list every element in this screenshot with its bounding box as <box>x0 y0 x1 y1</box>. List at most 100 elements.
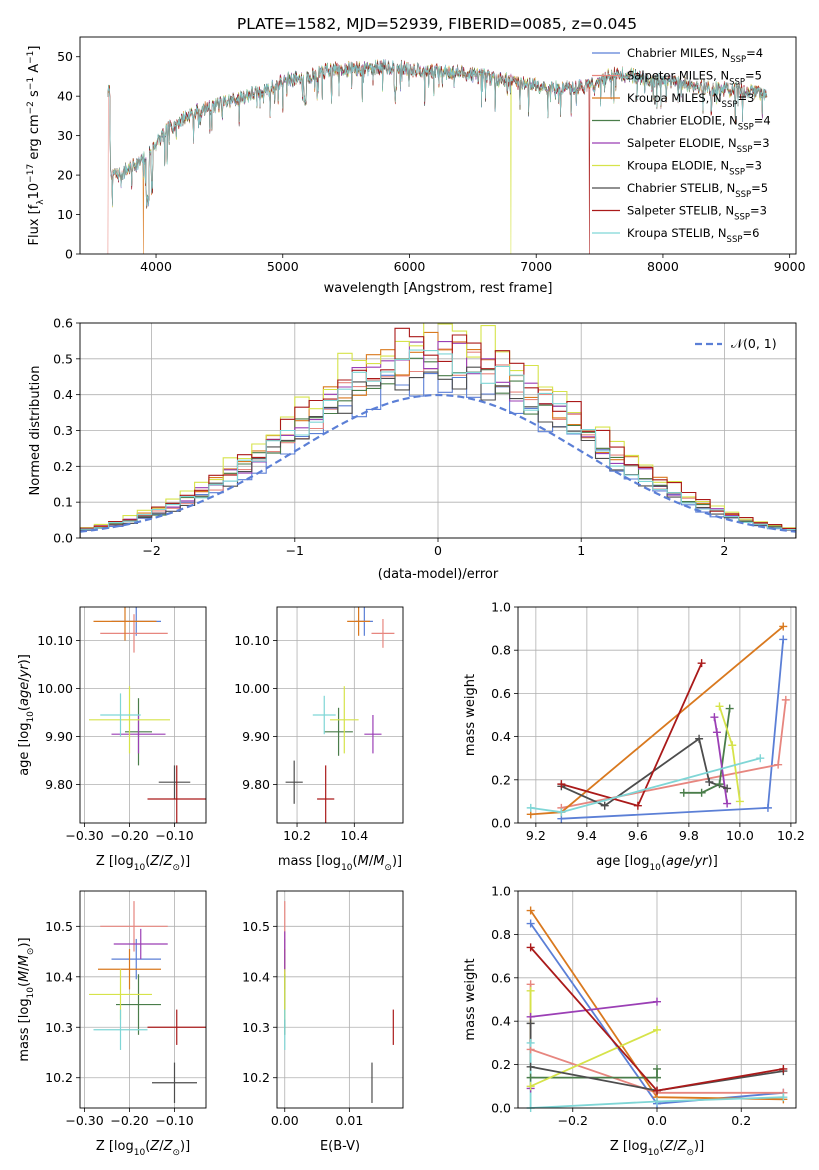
errorbar-chabrier-stelib <box>158 765 191 799</box>
y-tick-label: 10.10 <box>234 633 270 648</box>
y-tick-label: 10.4 <box>242 969 270 984</box>
errorbar-salpeter-elodie <box>364 715 382 754</box>
spectrum-line-salpeter-miles <box>107 59 767 254</box>
y-tick-label: 10.5 <box>45 919 73 934</box>
x-tick-label: 2 <box>720 543 728 558</box>
errorbar-kroupa-elodie <box>89 686 170 754</box>
residuals-axes: −2 −1 0 1 2 0.0 0.1 0.2 0.3 0.4 0.5 0.6 𝒩(0, 1) (data… <box>28 316 797 582</box>
y-tick-label: 0.6 <box>491 686 511 701</box>
mass-vs-Z-plot-area <box>89 901 206 1103</box>
x-tick-label: 0.00 <box>271 1113 299 1128</box>
axes-frame <box>517 606 797 824</box>
data-point <box>526 1082 535 1091</box>
errorbar-chabrier-stelib <box>152 1062 197 1103</box>
legend-entry: Salpeter ELODIE, NSSP=3 <box>627 136 770 155</box>
x-tick-label: 10.2 <box>777 828 805 843</box>
data-point <box>723 799 732 808</box>
errorbar-kroupa-stelib <box>100 693 141 737</box>
errorbar-salpeter-miles <box>371 619 395 648</box>
y-axis-label: mass [log10(M/M⊙)] <box>17 937 36 1061</box>
y-tick-label: 0.3 <box>53 423 73 438</box>
y-tick-label: 0.4 <box>491 1014 511 1029</box>
mass-vs-Z-grid <box>80 891 206 1108</box>
errorbar-chabrier-miles <box>111 938 161 980</box>
errorbar-salpeter-elodie <box>113 928 168 960</box>
errorbar-salpeter-miles <box>100 901 168 952</box>
y-tick-label: 0.6 <box>491 970 511 985</box>
figure-title: PLATE=1582, MJD=52939, FIBERID=0085, z=0… <box>237 15 637 33</box>
spectrum-line-kroupa-miles <box>107 59 768 254</box>
x-tick-label: 0.0 <box>647 1113 667 1128</box>
errorbar-salpeter-stelib <box>147 765 206 823</box>
y-tick-label: 10.10 <box>37 633 73 648</box>
data-point <box>526 906 535 915</box>
errorbar-kroupa-elodie <box>329 686 359 754</box>
y-tick-label: 9.80 <box>242 777 270 792</box>
y-tick-label: 0.4 <box>53 387 73 402</box>
y-axis-label: mass weight <box>463 674 478 756</box>
x-tick-label: −0.2 <box>558 1113 588 1128</box>
y-tick-label: 9.80 <box>45 777 73 792</box>
x-tick-label: 9000 <box>774 259 806 274</box>
y-tick-label: 1.0 <box>491 600 511 615</box>
x-axis-label: age [log10(age/yr)] <box>596 854 718 873</box>
data-point <box>526 943 535 952</box>
data-point <box>653 1073 661 1082</box>
errorbar-kroupa-stelib <box>312 695 336 735</box>
y-tick-label: 10.3 <box>45 1020 73 1035</box>
data-point <box>774 760 783 769</box>
data-point <box>697 788 706 797</box>
y-tick-label: 30 <box>57 128 73 143</box>
y-tick-label: 0.5 <box>53 351 73 366</box>
y-tick-label: 0.0 <box>491 816 511 831</box>
y-tick-label: 10 <box>57 207 73 222</box>
y-tick-label: 9.90 <box>242 729 270 744</box>
data-point <box>526 803 535 812</box>
y-tick-label: 10.2 <box>242 1070 270 1085</box>
data-point <box>526 919 535 928</box>
y-tick-label: 0.6 <box>53 316 73 331</box>
x-tick-label: 10.2 <box>283 828 311 843</box>
data-point <box>653 997 661 1006</box>
errorbar-chabrier-elodie <box>116 974 161 1035</box>
x-axis-label: Z [log10(Z/Z⊙)] <box>96 854 190 873</box>
data-point <box>725 704 734 713</box>
legend-entry: Kroupa STELIB, NSSP=6 <box>627 226 759 245</box>
y-tick-label: 50 <box>57 49 73 64</box>
axes-frame <box>276 890 404 1109</box>
spectrum-axes: 4000 5000 6000 7000 8000 9000 0 10 20 30 40 50 Chabr… <box>26 36 806 296</box>
x-tick-label: 9.6 <box>628 828 648 843</box>
legend-entry: Chabrier STELIB, NSSP=5 <box>627 181 768 200</box>
y-tick-label: 10.2 <box>45 1070 73 1085</box>
legend-entry: Kroupa MILES, NSSP=3 <box>627 91 754 110</box>
data-point <box>779 1093 788 1102</box>
weight-vs-age-axes: 9.2 9.4 9.6 9.8 10.0 10.2 0.0 0.2 0.4 0.6 0.8 1.0 ag… <box>463 600 805 874</box>
data-point <box>712 728 721 737</box>
errorbar-kroupa-miles <box>347 607 371 636</box>
axes-frame <box>79 890 207 1109</box>
data-point <box>526 986 535 995</box>
x-tick-label: 9.4 <box>577 828 597 843</box>
y-tick-label: 10.3 <box>242 1020 270 1035</box>
x-tick-label: −2 <box>142 543 160 558</box>
data-point <box>526 1073 535 1082</box>
data-point <box>779 1064 788 1073</box>
y-tick-label: 0.0 <box>491 1101 511 1116</box>
axes-frame <box>79 36 797 255</box>
x-tick-label: 1 <box>577 543 585 558</box>
y-tick-label: 0.2 <box>53 459 73 474</box>
data-point <box>781 695 790 704</box>
legend-entry: Salpeter STELIB, NSSP=3 <box>627 204 767 223</box>
x-tick-label: −0.10 <box>155 828 193 843</box>
histogram-salpeter-stelib <box>80 327 796 538</box>
data-point <box>715 780 724 789</box>
data-point <box>526 1062 535 1071</box>
x-tick-label: 8000 <box>647 259 679 274</box>
spectrum-line-kroupa-stelib <box>107 58 768 207</box>
x-tick-label: −0.30 <box>65 828 103 843</box>
data-point <box>653 1097 661 1106</box>
weight-vs-age-plot-area <box>530 625 787 820</box>
axes-frame <box>276 606 404 824</box>
spectrum-line-kroupa-elodie <box>107 59 767 254</box>
data-point <box>653 1025 661 1034</box>
